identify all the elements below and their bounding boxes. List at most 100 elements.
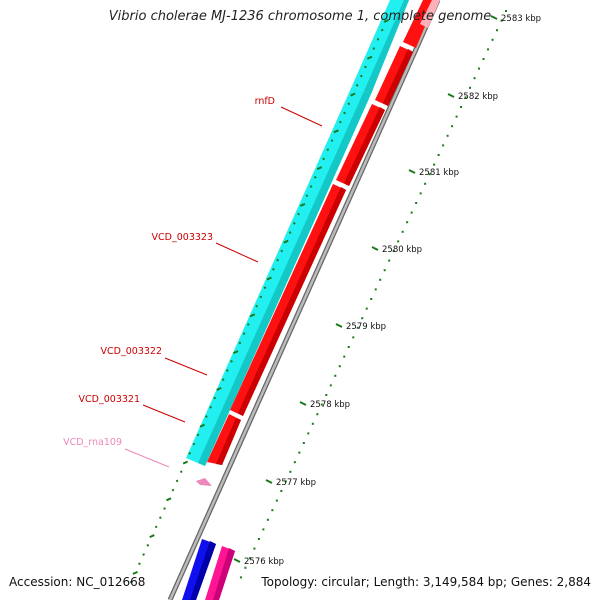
genome-summary-text: Topology: circular; Length: 3,149,584 bp… xyxy=(261,575,591,589)
scale-dot xyxy=(343,355,346,358)
gc-marker xyxy=(299,202,306,207)
backbone xyxy=(167,0,441,600)
scale-dot xyxy=(410,211,413,214)
scale-dot xyxy=(500,19,503,22)
scale-dot xyxy=(271,509,274,512)
scale-dot xyxy=(307,432,310,435)
scale-dot xyxy=(397,240,400,243)
gc-marker xyxy=(350,92,356,97)
scale-tick-label: 2581 kbp xyxy=(419,168,459,178)
gc-marker xyxy=(226,369,229,372)
gene-label-leader xyxy=(280,106,323,127)
scale-dot xyxy=(424,182,427,185)
accession-text: Accession: NC_012668 xyxy=(9,575,146,589)
gc-marker xyxy=(129,580,133,584)
scale-dot xyxy=(392,250,395,252)
scale-dot xyxy=(437,154,440,156)
scale-dot xyxy=(338,365,341,368)
gene-label: rnfD xyxy=(255,96,275,107)
gc-marker xyxy=(263,286,267,290)
gc-marker xyxy=(288,231,292,234)
scale-tick xyxy=(371,246,379,251)
gc-marker xyxy=(142,553,145,556)
scale-dot xyxy=(406,221,409,224)
gc-marker xyxy=(330,139,334,142)
scale-dot xyxy=(388,259,391,262)
gc-marker xyxy=(343,111,346,115)
gc-marker xyxy=(182,460,189,465)
gene-labels: rnfD VCD_003323 VCD_003322 VCD_003321 VCD_rn… xyxy=(63,96,323,468)
gc-marker xyxy=(347,102,351,106)
scale-tick-label: 2576 kbp xyxy=(244,557,284,567)
gc-marker xyxy=(259,295,263,299)
gc-marker xyxy=(216,386,222,391)
gene-block-cyan-top-shade xyxy=(364,0,409,94)
scale-dot xyxy=(356,326,359,329)
scale-dot xyxy=(266,518,269,521)
scale-dot xyxy=(293,461,296,464)
scale-dot xyxy=(248,557,251,560)
gc-marker xyxy=(326,148,330,152)
scale-dot xyxy=(379,278,382,281)
scale-dot xyxy=(329,384,332,387)
scale-dot xyxy=(487,48,490,51)
gc-marker xyxy=(138,562,141,566)
gene-block-red-3-shade xyxy=(344,107,385,186)
scale-dot xyxy=(316,413,319,416)
cds-track-cyan xyxy=(186,0,409,466)
gene-label-leader xyxy=(215,242,259,263)
scale-dot xyxy=(239,576,242,579)
gc-marker xyxy=(246,323,250,326)
gene-block-red-pale xyxy=(420,0,440,28)
gene-label-leader xyxy=(124,448,170,468)
gc-marker xyxy=(359,74,363,78)
scale-dot xyxy=(433,163,436,166)
scale-dot xyxy=(401,230,404,233)
gc-marker xyxy=(196,433,200,437)
scale-tick-label: 2580 kbp xyxy=(382,245,422,255)
scale-dot xyxy=(419,192,422,195)
scale-dot xyxy=(365,307,368,310)
gc-marker xyxy=(146,543,150,547)
gc-marker xyxy=(309,185,313,188)
scale-dot xyxy=(302,442,305,444)
gc-marker xyxy=(383,18,390,23)
gc-marker xyxy=(366,55,373,60)
scale-tick-label: 2579 kbp xyxy=(346,322,386,332)
gc-marker xyxy=(238,341,242,345)
scale-dot xyxy=(482,58,485,60)
gc-marker xyxy=(292,221,296,225)
cds-track-red xyxy=(207,0,440,465)
scale-dot xyxy=(284,480,287,483)
gc-marker xyxy=(355,83,359,87)
gc-marker xyxy=(171,488,175,492)
gc-marker xyxy=(230,359,233,363)
scale-dot xyxy=(451,125,454,128)
scale-dot xyxy=(491,38,494,41)
scale-dot xyxy=(428,173,431,176)
gc-marker xyxy=(175,479,179,483)
gene-block-red-1-shade xyxy=(216,418,241,465)
gene-label: VCD_003322 xyxy=(101,346,162,357)
gc-marker xyxy=(255,304,258,308)
gc-marker xyxy=(266,276,272,281)
scale-dot xyxy=(320,403,323,406)
gene-block-pink-shade xyxy=(213,548,235,600)
scale-dot xyxy=(289,470,292,473)
scale-tick xyxy=(233,558,241,563)
scale-dot xyxy=(262,528,265,531)
gc-marker xyxy=(372,47,376,50)
scale-tick xyxy=(490,15,498,20)
scale-dot xyxy=(415,202,418,204)
scale-dot xyxy=(347,346,350,348)
scale-dot xyxy=(298,451,301,454)
bottom-tracks xyxy=(182,539,235,600)
scale-dot xyxy=(473,77,476,80)
gc-marker xyxy=(199,423,205,428)
gene-label: VCD_003321 xyxy=(79,394,140,405)
scale-dot xyxy=(469,86,472,89)
scale-dot xyxy=(505,10,507,12)
gc-marker xyxy=(163,507,166,510)
gc-marker xyxy=(166,497,172,502)
gene-block-red-2-shade xyxy=(238,187,346,416)
